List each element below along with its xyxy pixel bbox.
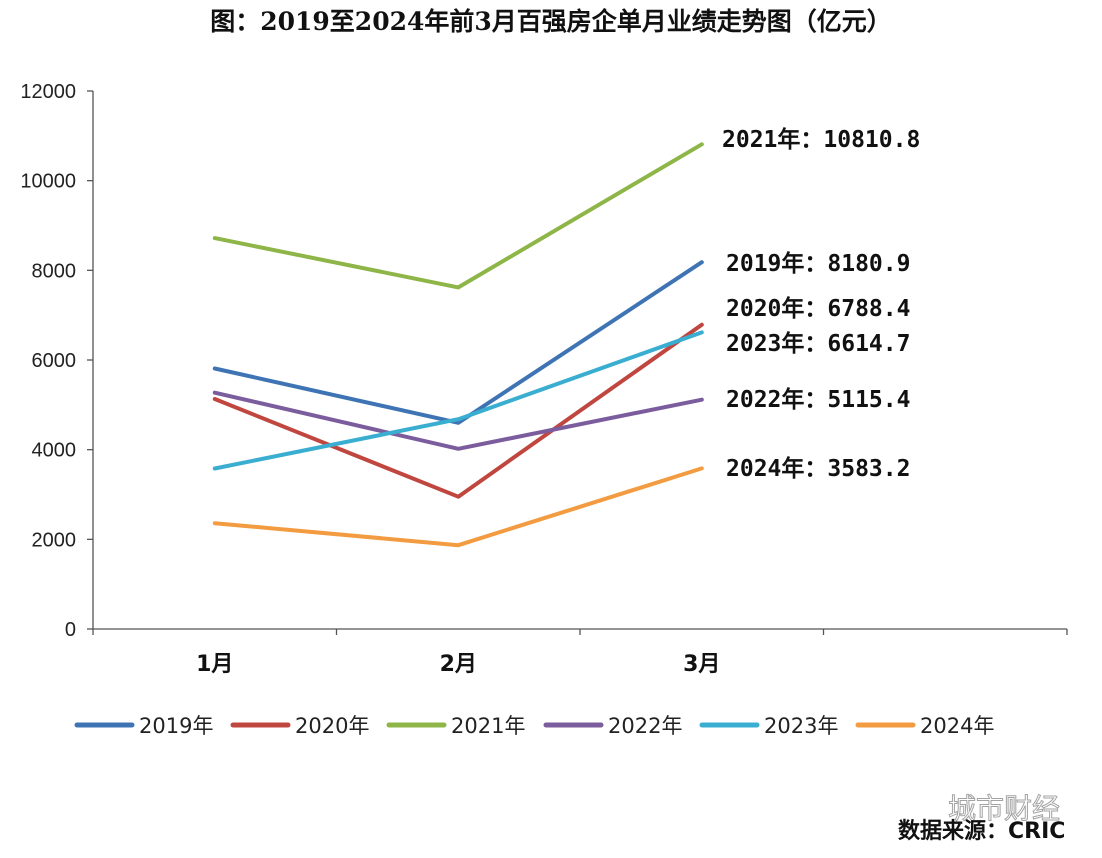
y-axis-ticks: 0 2000 4000 6000 8000 10000 12000 [20, 81, 93, 641]
x-tick-label: 1月 [196, 652, 233, 677]
watermark: 城市财经 [948, 792, 1060, 825]
annotation-2024年: 2024年：3583.2 [726, 455, 910, 482]
legend-label-2023年: 2023年 [764, 714, 838, 738]
y-tick-label: 12000 [20, 81, 76, 103]
series-line-2022年 [212, 390, 704, 451]
axes [92, 91, 1068, 635]
legend-label-2020年: 2020年 [295, 714, 369, 738]
x-tick-label: 3月 [683, 652, 720, 677]
annotation-2023年: 2023年：6614.7 [726, 330, 910, 357]
x-axis-labels: 1月 2月 3月 [196, 652, 720, 677]
y-tick-label: 0 [65, 619, 76, 641]
series-line-2024年 [212, 466, 704, 548]
y-tick-label: 4000 [32, 440, 77, 462]
series-line-2020年 [212, 322, 704, 499]
x-tick-label: 2月 [440, 652, 477, 677]
legend-label-2024年: 2024年 [920, 714, 994, 738]
legend-label-2019年: 2019年 [139, 714, 213, 738]
series-line-2021年 [212, 142, 704, 290]
y-tick-label: 10000 [20, 171, 76, 193]
series-line-2023年 [212, 330, 704, 471]
annotation-2020年: 2020年：6788.4 [726, 295, 910, 322]
chart-title: 图：2019至2024年前3月百强房企单月业绩走势图（亿元） [210, 7, 892, 36]
annotation-2021年: 2021年：10810.8 [722, 126, 920, 153]
data-source: 数据来源：CRIC [898, 818, 1065, 844]
legend: 2019年 2020年 2021年 2022年 2023年 2024年 [74, 714, 994, 738]
legend-label-2021年: 2021年 [451, 714, 525, 738]
annotation-2022年: 2022年：5115.4 [726, 386, 910, 413]
y-tick-label: 2000 [32, 529, 77, 551]
y-tick-label: 8000 [32, 260, 77, 282]
y-tick-label: 6000 [32, 350, 77, 372]
series-line-2019年 [212, 260, 704, 425]
legend-label-2022年: 2022年 [608, 714, 682, 738]
annotation-2019年: 2019年：8180.9 [726, 250, 910, 277]
series-lines [212, 142, 704, 548]
series-annotations: 2019年：8180.9 2020年：6788.4 2021年：10810.8 202… [722, 126, 920, 482]
